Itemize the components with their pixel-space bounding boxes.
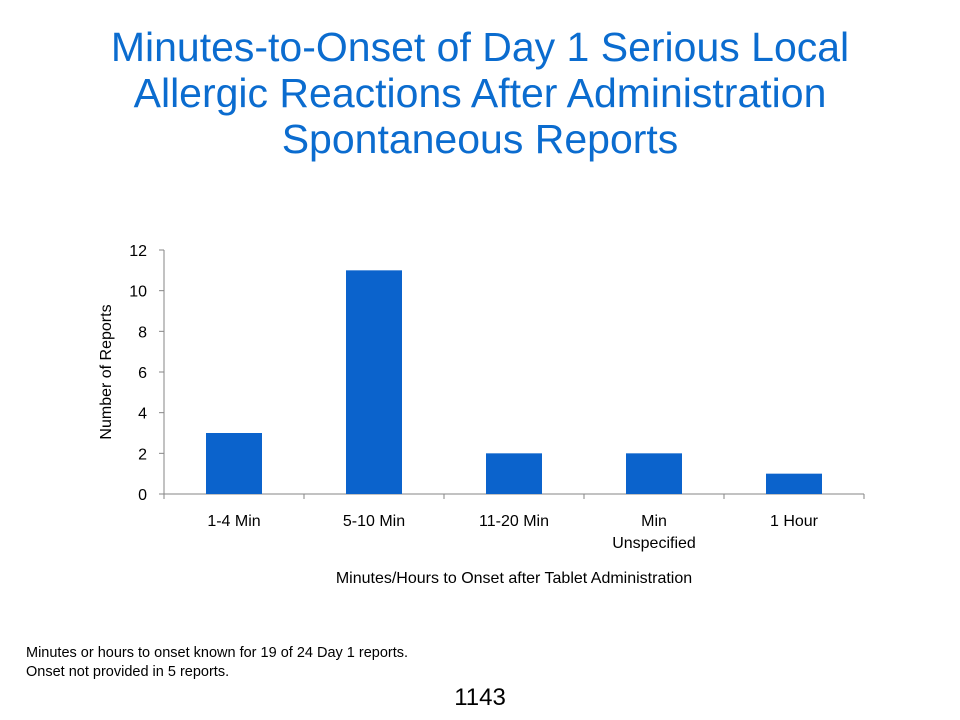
title-line-3: Spontaneous Reports [281,116,679,162]
x-tick-label: 1-4 Min [207,513,260,530]
footnote-line-2: Onset not provided in 5 reports. [26,664,230,680]
y-tick-label: 0 [138,487,147,504]
y-tick-label: 12 [129,243,147,260]
y-tick-label: 4 [138,406,147,423]
x-tick-label: Min Unspecified [612,513,696,552]
footnote: Minutes or hours to onset known for 19 o… [26,644,408,682]
slide-title: Minutes-to-Onset of Day 1 Serious Local … [20,24,940,162]
y-tick-label: 8 [138,324,147,341]
title-line-1: Minutes-to-Onset of Day 1 Serious Local [110,24,850,70]
bar [206,433,262,494]
y-axis-label: Number of Reports [98,304,115,439]
bar [486,453,542,494]
x-tick-label: 11-20 Min [479,513,549,530]
page-number: 1143 [454,684,506,711]
footnote-line-1: Minutes or hours to onset known for 19 o… [26,645,409,661]
y-tick-label: 2 [138,446,147,463]
y-axis: 0 2 4 6 8 10 12 [129,243,165,504]
y-tick-label: 6 [138,365,147,382]
bars [206,270,822,494]
bar [626,453,682,494]
bar [766,473,822,494]
y-tick-label: 10 [129,284,147,301]
x-tick-label: 1 Hour [770,513,819,530]
x-tick-label: 5-10 Min [343,513,405,530]
x-axis: 1-4 Min 5-10 Min 11-20 Min Min Unspecified 1 … [163,493,865,552]
x-axis-label: Minutes/Hours to Onset after Tablet Admi… [336,570,692,587]
bar-chart: 0 2 4 6 8 10 12 1-4 Min 5-10 Min 11-20 Min Min Uns… [98,243,865,587]
title-line-2: Allergic Reactions After Administration [133,70,827,116]
bar [346,270,402,494]
